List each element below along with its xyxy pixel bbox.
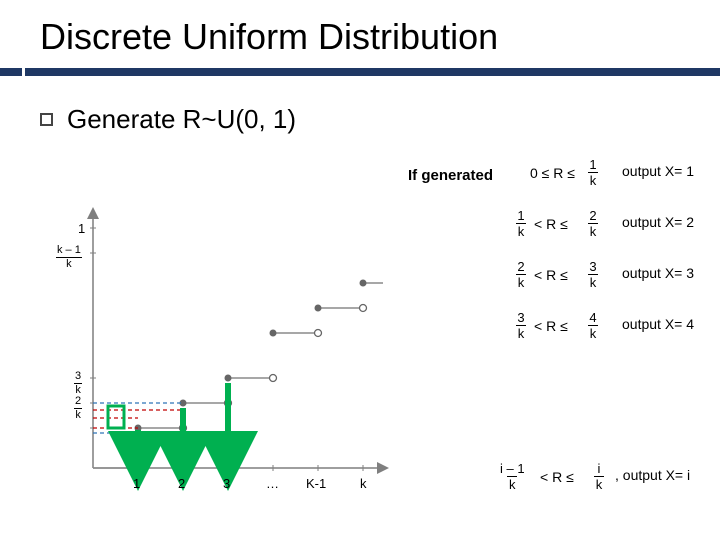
xlabel-3: 3 — [223, 476, 230, 491]
condi-ineq: < R ≤ — [540, 469, 574, 485]
cond3-ineq: < R ≤ — [534, 267, 568, 283]
cond1-frac: 1k — [588, 158, 598, 187]
cond2-ineq: < R ≤ — [534, 216, 568, 232]
cond4-ineq: < R ≤ — [534, 318, 568, 334]
ylabel-3k: 3k — [74, 371, 82, 396]
bullet-marker — [40, 113, 53, 126]
title-underline — [0, 68, 720, 76]
cond1-ineq: 0 ≤ R ≤ — [530, 165, 575, 181]
output-2: output X= 2 — [622, 214, 694, 230]
xlabel-1: 1 — [133, 476, 140, 491]
slide-title: Discrete Uniform Distribution — [0, 0, 720, 68]
cond3-frac-r: 3k — [588, 260, 598, 289]
bullet-row: Generate R~U(0, 1) — [0, 76, 720, 135]
xlabel-dots: … — [266, 476, 279, 491]
output-4: output X= 4 — [622, 316, 694, 332]
cond4-frac-r: 4k — [588, 311, 598, 340]
output-3: output X= 3 — [622, 265, 694, 281]
ylabel-2k: 2k — [74, 396, 82, 421]
cdf-chart: 1 2 3 … K-1 k 1 k – 1k 3k 2k — [48, 208, 388, 488]
condi-frac-r: ik — [594, 462, 604, 491]
xlabel-km1: K-1 — [306, 476, 326, 491]
xlabel-2: 2 — [178, 476, 185, 491]
condi-frac-l: i – 1k — [500, 462, 525, 491]
cond3-frac-l: 2k — [516, 260, 526, 289]
cond2-frac-r: 2k — [588, 209, 598, 238]
ylabel-1: 1 — [78, 221, 85, 236]
cond4-frac-l: 3k — [516, 311, 526, 340]
cond2-frac-l: 1k — [516, 209, 526, 238]
xlabel-k: k — [360, 476, 367, 491]
output-i: , output X= i — [615, 467, 690, 483]
bullet-text: Generate R~U(0, 1) — [67, 104, 296, 135]
ylabel-km1k: k – 1k — [56, 245, 82, 270]
if-generated-label: If generated — [408, 167, 493, 184]
output-1: output X= 1 — [622, 163, 694, 179]
